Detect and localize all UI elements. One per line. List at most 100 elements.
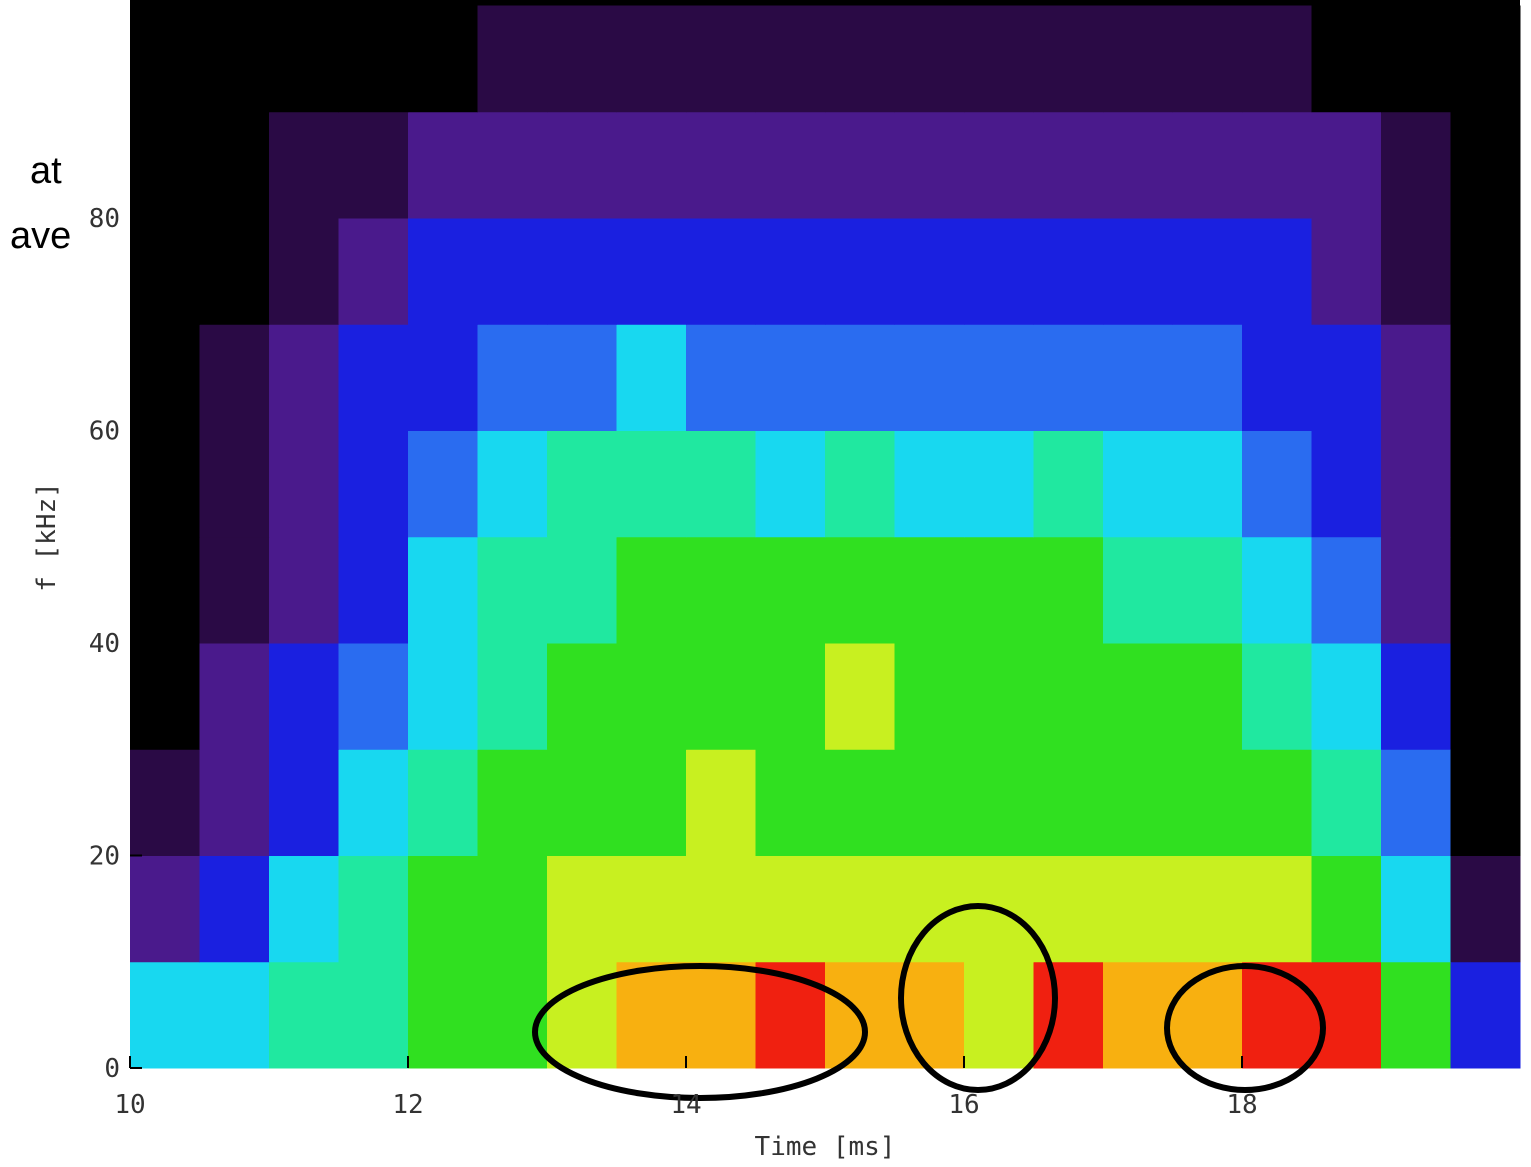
heatmap-cell [756,643,826,750]
heatmap-cell [547,6,617,113]
heatmap-cell [1034,112,1104,219]
page: {"chart_data": {"type": "heatmap", "side… [0,0,1531,1167]
x-axis-label: Time [ms] [755,1132,896,1162]
heatmap-cell [1173,962,1243,1069]
heatmap-cell [1312,431,1382,538]
heatmap-cell [478,6,548,113]
heatmap-cell [1381,112,1451,219]
heatmap-cell [130,324,200,431]
heatmap-cell [895,218,965,325]
heatmap-cell [269,962,339,1069]
heatmap-cell [408,537,478,644]
heatmap-cell [478,431,548,538]
heatmap-cell [1103,6,1173,113]
heatmap-cell [1103,537,1173,644]
heatmap-cell [1242,6,1312,113]
heatmap-cell [269,218,339,325]
heatmap-cell [895,431,965,538]
heatmap-cell [895,112,965,219]
heatmap-cell [825,218,895,325]
heatmap-cell [339,856,409,963]
heatmap-cell [339,537,409,644]
heatmap-cell [964,643,1034,750]
heatmap-cell [756,218,826,325]
heatmap-cell [1103,643,1173,750]
heatmap-cell [1451,856,1521,963]
heatmap-cell [964,749,1034,856]
heatmap-cell [1381,856,1451,963]
heatmap-cell [1034,537,1104,644]
heatmap-cell [200,324,270,431]
heatmap-cell [1242,643,1312,750]
heatmap-cell [617,962,687,1069]
heatmap-cell [200,856,270,963]
heatmap-cell [339,431,409,538]
heatmap-cell [825,112,895,219]
heatmap-cell [1034,218,1104,325]
heatmap-cell [1103,962,1173,1069]
x-tick-label: 16 [948,1090,979,1120]
heatmap-cell [1173,856,1243,963]
heatmap-cell [825,749,895,856]
heatmap-cell [130,218,200,325]
heatmap-cell [1312,537,1382,644]
heatmap-cell [964,962,1034,1069]
heatmap-cell [408,324,478,431]
heatmap-cell [408,431,478,538]
heatmap-cell [617,324,687,431]
heatmap-cell [547,856,617,963]
heatmap-cell [269,537,339,644]
heatmap-cell [825,537,895,644]
heatmap-cell [1103,218,1173,325]
heatmap-cell [1034,431,1104,538]
heatmap-cell [269,324,339,431]
heatmap-cell [339,112,409,219]
heatmap-cell [547,112,617,219]
heatmap-cell [269,112,339,219]
x-tick-label: 18 [1226,1090,1257,1120]
heatmap-cell [339,962,409,1069]
heatmap-cell [1242,537,1312,644]
heatmap-cell [756,856,826,963]
heatmap-cell [1451,749,1521,856]
heatmap-cell [686,112,756,219]
heatmap-cell [895,324,965,431]
heatmap-cell [1173,749,1243,856]
heatmap-cell [478,856,548,963]
heatmap-cell [547,218,617,325]
heatmap-cell [1173,6,1243,113]
heatmap-cell [1034,6,1104,113]
heatmap-cell [478,218,548,325]
heatmap-cell [1381,749,1451,856]
heatmap-cell [756,749,826,856]
heatmap-cell [1312,218,1382,325]
heatmap-cell [408,6,478,113]
heatmap-cell [200,537,270,644]
heatmap-cell [1242,218,1312,325]
heatmap-cell [1103,324,1173,431]
heatmap-cell [1173,431,1243,538]
heatmap-cell [547,431,617,538]
heatmap-cell [1381,218,1451,325]
heatmap-cell [1312,856,1382,963]
heatmap-cell [1173,643,1243,750]
heatmap-cell [1034,962,1104,1069]
heatmap-cell [825,643,895,750]
heatmap-cell [130,112,200,219]
heatmap-cell [686,324,756,431]
heatmap-cell [269,6,339,113]
heatmap-cell [547,537,617,644]
heatmap-cell [756,6,826,113]
heatmap-cell [1451,324,1521,431]
heatmap-cell [825,324,895,431]
heatmap-cell [617,537,687,644]
heatmap-cell [964,324,1034,431]
y-tick-label: 40 [89,629,120,659]
heatmap-cell [617,218,687,325]
heatmap-cell [964,6,1034,113]
heatmap-cell [1312,324,1382,431]
heatmap-cell [825,6,895,113]
heatmap-cell [339,749,409,856]
heatmap-cell [269,431,339,538]
heatmap-cell [686,643,756,750]
